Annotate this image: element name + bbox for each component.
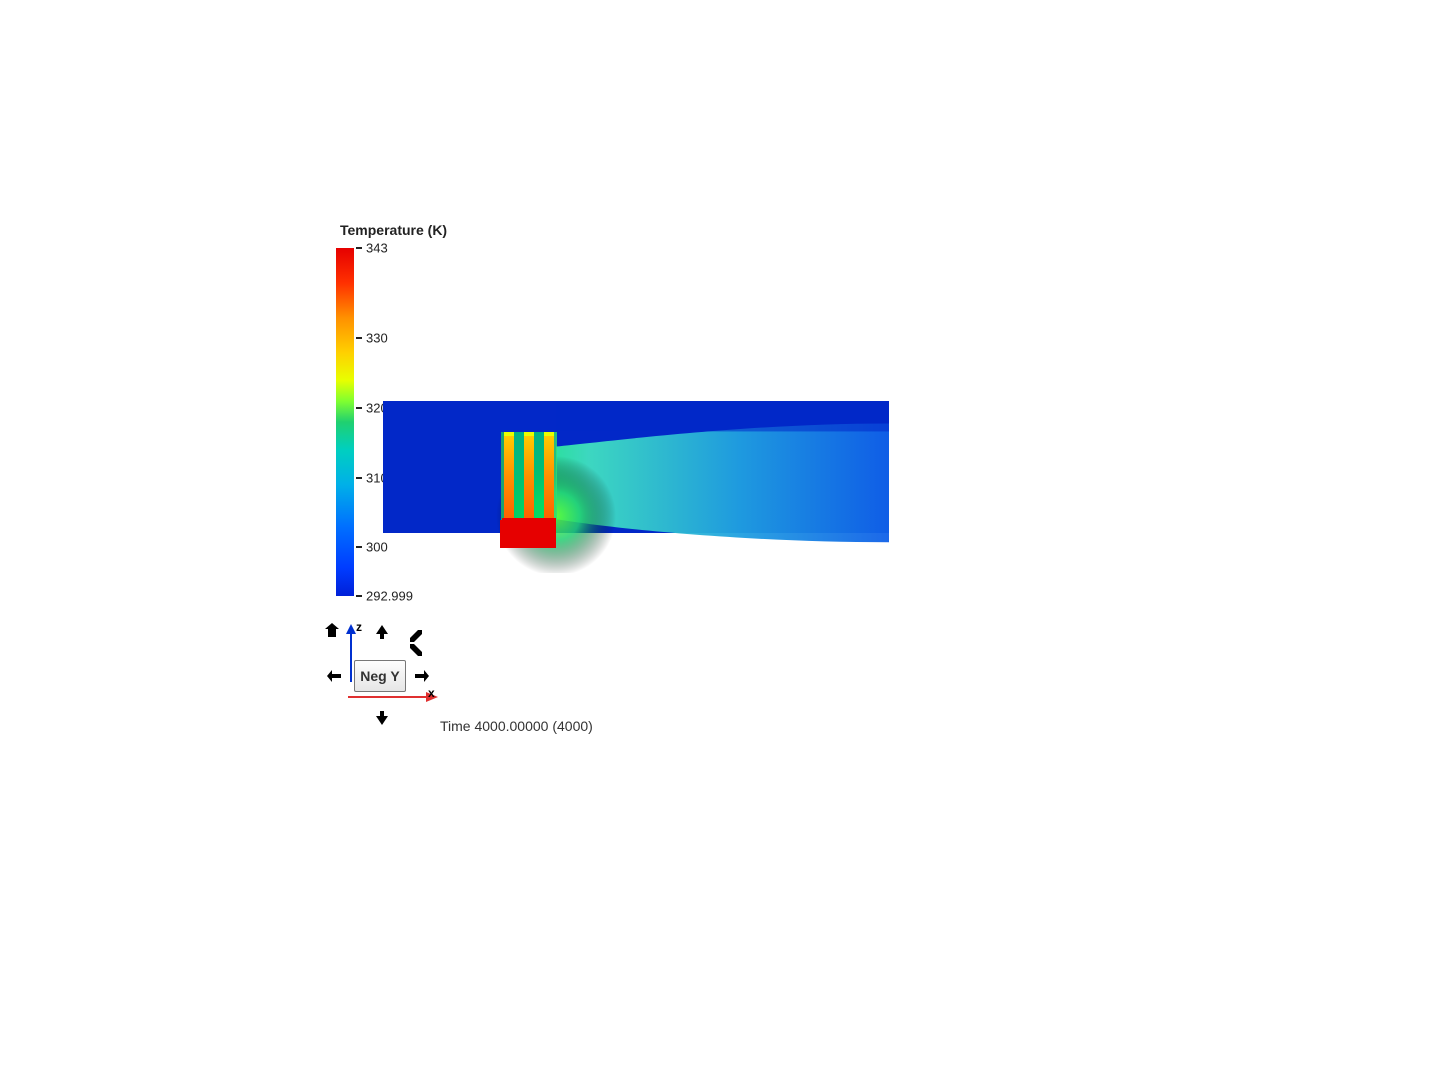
colorbar-tick — [356, 337, 362, 339]
axis-z-label: z — [356, 620, 362, 634]
nav-left-icon[interactable] — [324, 666, 344, 686]
nav-home-icon[interactable] — [322, 620, 342, 640]
view-navigator: z x Neg Y — [320, 620, 440, 730]
colorbar-tick — [356, 247, 362, 249]
colorbar-tick-label: 343 — [366, 241, 388, 256]
colorbar-tick — [356, 595, 362, 597]
legend-title: Temperature (K) — [340, 222, 447, 238]
temperature-field — [343, 361, 929, 573]
time-label: Time 4000.00000 (4000) — [440, 718, 593, 734]
colorbar-tick-label: 330 — [366, 331, 388, 346]
axis-x-arrow — [348, 690, 438, 704]
axis-x-label: x — [428, 686, 435, 700]
nav-diag-se-icon[interactable] — [406, 640, 426, 660]
nav-right-icon[interactable] — [412, 666, 432, 686]
view-cube-label: Neg Y — [360, 668, 399, 684]
nav-down-icon[interactable] — [372, 708, 392, 728]
colorbar-tick-label: 292.999 — [366, 589, 413, 604]
view-cube[interactable]: Neg Y — [354, 660, 406, 692]
nav-up-icon[interactable] — [372, 622, 392, 642]
